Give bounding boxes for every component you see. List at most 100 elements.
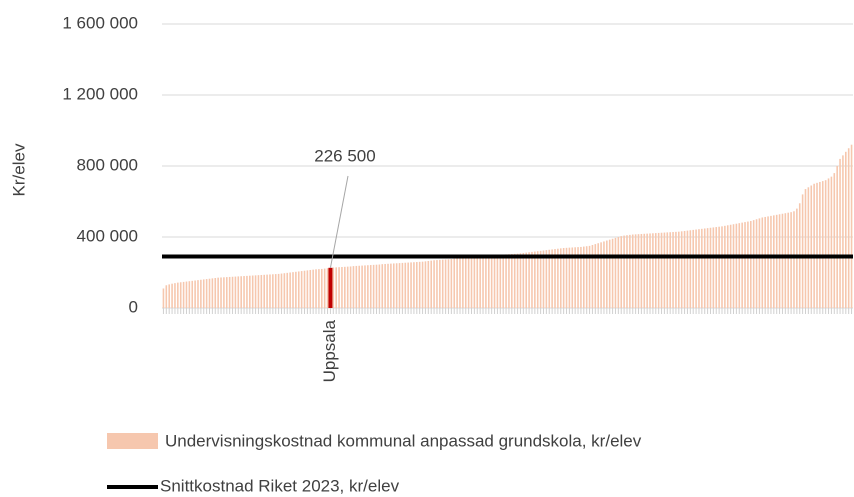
bar [793,211,795,308]
bar [162,288,165,308]
bar [568,247,571,308]
bar [344,266,346,308]
bar [464,257,467,308]
bar [257,275,260,308]
bar [297,271,300,308]
bar [830,176,833,308]
bar [511,254,513,308]
bar [816,182,818,308]
bar [565,247,568,308]
bar [539,250,542,308]
bar [453,258,456,308]
bar [542,250,545,308]
bar [352,266,355,308]
bar [410,262,412,308]
bar [441,259,444,308]
bar [493,255,496,308]
bar [531,251,533,308]
bar [585,246,588,308]
bar [680,231,683,308]
bar [545,250,548,308]
bar [784,213,787,308]
bar [666,232,669,308]
bar [450,259,453,308]
bar [237,276,240,308]
bar [752,220,755,308]
bar [773,215,775,308]
bar [623,235,625,308]
bar [525,252,528,308]
bar [712,227,715,308]
bar [185,281,188,308]
bar [312,269,314,308]
bar [660,232,663,308]
bar [430,260,432,308]
bar [842,155,844,308]
bar [269,274,271,308]
bar [594,244,597,308]
bar [562,248,565,308]
bar [502,254,504,308]
bar [476,256,479,308]
bar [188,281,191,308]
y-tick-label: 1 600 000 [62,13,138,32]
bar [692,229,694,308]
annotation: 226 500 [314,146,375,165]
bar [274,274,277,308]
legend-label: Snittkostnad Riket 2023, kr/elev [160,476,400,495]
bar [591,244,594,308]
bar [726,225,729,308]
bar [328,267,333,308]
bar [626,235,628,308]
bar [315,269,317,308]
bar [211,278,214,308]
bar [214,278,217,308]
bar [165,285,168,308]
bar [804,189,807,308]
legend-swatch [107,433,158,449]
bar [263,274,266,308]
y-axis-label: Kr/elev [9,143,28,196]
bar [283,273,286,308]
bar [375,264,378,308]
bar [669,232,671,308]
bar [617,237,620,308]
bar [225,277,228,308]
bar [335,267,337,308]
bar [715,227,718,308]
bar [168,284,170,308]
bar [217,277,219,308]
bar [683,230,686,308]
bar [810,185,813,308]
bar [346,266,349,308]
bar [833,173,836,308]
bar [629,234,631,308]
bar [205,279,208,308]
bar [462,257,464,308]
bar [378,264,381,308]
bar [413,262,415,308]
bar [470,256,473,308]
bar [790,212,792,308]
bar [821,181,824,308]
bar [433,260,435,308]
bar [672,232,674,308]
bar [649,233,651,308]
bar [499,254,502,308]
bar [634,234,637,308]
bar [741,222,743,308]
bar [490,255,493,308]
bar [813,183,815,308]
bar [747,221,749,308]
bar [220,277,222,308]
bar [643,233,646,308]
bar [761,217,764,308]
bar [286,272,289,308]
bar [845,151,847,308]
bar [174,283,176,308]
bar [303,270,306,308]
bar [482,255,484,308]
y-tick-label: 1 200 000 [62,84,138,103]
bar [850,144,853,308]
bar [369,265,372,308]
